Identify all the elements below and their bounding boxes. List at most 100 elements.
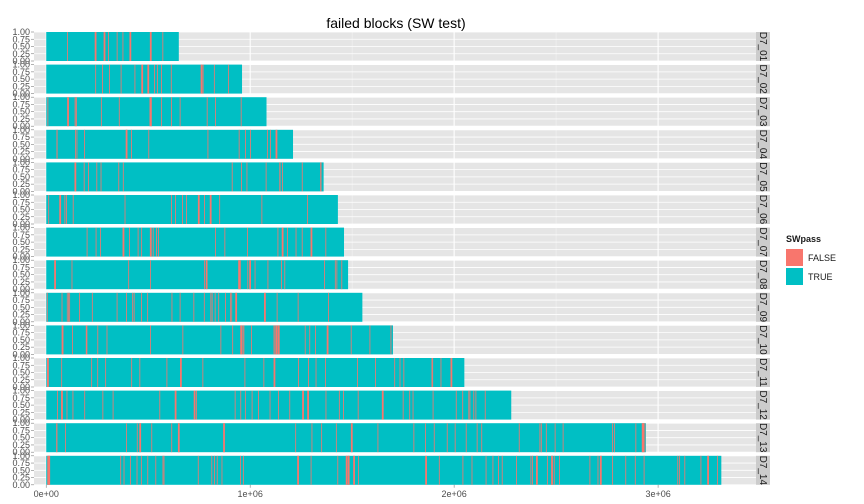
bar-false-segment [152,227,154,257]
y-tick-label: 0.75 [12,34,30,44]
bar-false-segment [221,455,223,485]
bar-false-segment [295,423,297,453]
panel-d7_05: 0.000.250.500.751.00 D7_05 [12,157,770,196]
bar-true-d7_08 [46,260,349,290]
bar-false-segment [174,390,177,420]
bar-false-segment [281,227,284,257]
bar-true-d7_14 [46,455,722,485]
bar-false-segment [315,325,316,355]
bar-false-segment [326,325,329,355]
strip-background [756,260,770,290]
bar-false-segment [559,455,560,485]
panel-d7_02: 0.000.250.500.751.00 D7_02 [12,60,770,99]
bar-false-segment [243,325,245,355]
bar-false-segment [141,227,143,257]
bar-false-segment [297,292,299,322]
bar-false-segment [100,162,102,192]
bar-false-segment [403,358,405,387]
panel-d7_11: 0.000.250.500.751.00 D7_11 [12,353,770,392]
bar-false-segment [251,325,252,355]
y-tick-label: 0.00 [12,56,30,66]
bar-false-segment [481,423,483,453]
bar-false-segment [72,325,73,355]
bar-false-segment [597,455,599,485]
y-tick-label: 0.25 [12,49,30,59]
bar-false-segment [166,358,168,387]
bar-false-segment [140,455,142,485]
legend-swatch-true [786,268,803,285]
bar-false-segment [273,325,275,355]
bar-false-segment [95,64,97,94]
bar-false-segment [324,260,325,290]
bar-false-segment [109,64,110,94]
bar-false-segment [139,423,142,453]
y-tick-label: 0.75 [12,458,30,468]
bar-false-segment [141,64,144,94]
bar-false-segment [61,292,63,322]
panel-d7_07: 0.000.250.500.751.00 D7_07 [12,223,770,262]
x-axis: 0e+00 1e+06 2e+06 3e+06 [34,484,671,499]
bar-false-segment [147,64,150,94]
bar-false-segment [413,423,415,453]
bar-false-segment [150,325,151,355]
strip-label-d7_08: D7_08 [757,260,768,290]
bar-false-segment [473,390,475,420]
y-tick-label: 0.25 [12,310,30,320]
y-tick-label: 0.75 [12,132,30,142]
bar-false-segment [147,455,149,485]
bar-false-segment [545,423,547,453]
y-tick-label: 0.25 [12,473,30,483]
bar-false-segment [425,455,427,485]
legend-label-true: TRUE [808,271,833,282]
y-tick-label: 0.00 [12,89,30,99]
bar-false-segment [337,455,339,485]
bar-false-segment [269,129,271,159]
y-tick-label: 0.00 [12,219,30,229]
bar-false-segment [84,390,86,420]
bar-false-segment [157,64,158,94]
bar-false-segment [641,423,643,453]
bar-false-segment [126,292,127,322]
bar-false-segment [129,227,130,257]
bar-false-segment [67,32,68,61]
strip-background [756,358,770,387]
legend: SWpass FALSE TRUE [786,234,836,286]
bar-false-segment [122,32,124,61]
bar-false-segment [390,325,392,355]
bar-false-segment [220,325,222,355]
bar-false-segment [345,455,348,485]
bar-false-segment [635,423,637,453]
bar-false-segment [216,455,218,485]
y-tick-label: 0.50 [12,270,30,280]
y-tick-label: 0.50 [12,368,30,378]
strip-label-d7_13: D7_13 [757,423,768,453]
panel-d7_04: 0.000.250.500.751.00 D7_04 [12,125,770,164]
bar-false-segment [244,358,246,387]
bar-false-segment [129,455,131,485]
bar-false-segment [350,325,352,355]
bar-false-segment [358,455,359,485]
bar-false-segment [136,455,138,485]
bar-false-segment [218,292,220,322]
y-tick-label: 0.75 [12,328,30,338]
bar-false-segment [203,292,205,322]
bar-false-segment [562,423,564,453]
bar-false-segment [215,227,217,257]
bar-false-segment [122,162,124,192]
strip-background [756,129,770,159]
bar-false-segment [347,455,350,485]
bar-false-segment [162,455,164,485]
y-tick-label: 0.00 [12,317,30,327]
bar-false-segment [274,325,276,355]
y-tick-label: 1.00 [12,27,30,37]
strip-label-d7_03: D7_03 [757,97,768,127]
bar-false-segment [129,32,132,61]
bar-false-segment [126,423,127,453]
bar-false-segment [179,97,181,127]
bar-false-segment [61,358,63,387]
bar-false-segment [700,455,702,485]
bar-false-segment [266,129,268,159]
strip-label-d7_12: D7_12 [757,390,768,420]
bar-false-segment [275,325,278,355]
bar-false-segment [100,227,101,257]
